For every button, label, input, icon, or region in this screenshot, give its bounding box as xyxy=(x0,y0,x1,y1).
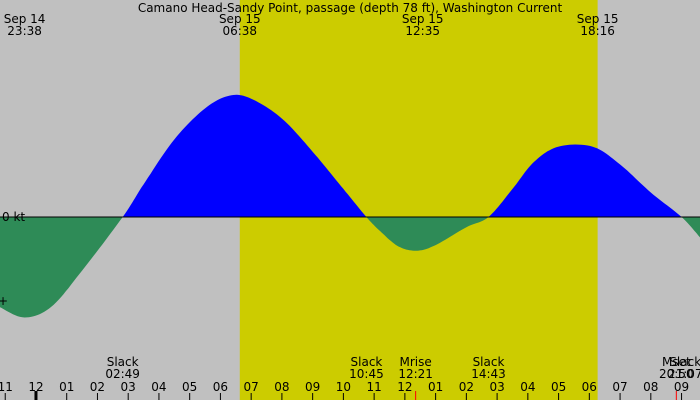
hour-tick-label: 06 xyxy=(582,380,597,394)
event-time: 02:49 xyxy=(105,367,140,381)
zero-label: 0 kt xyxy=(2,210,25,224)
hour-tick-label: 05 xyxy=(551,380,566,394)
top-time-label: 18:16 xyxy=(580,24,615,38)
hour-tick-label: 07 xyxy=(244,380,259,394)
hour-tick-label: 11 xyxy=(0,380,13,394)
event-label: Slack xyxy=(351,355,383,369)
top-date-label: Sep 14 xyxy=(4,12,46,26)
hour-tick-label: 06 xyxy=(213,380,228,394)
flood-area xyxy=(122,94,367,217)
hour-tick-label: 09 xyxy=(674,380,689,394)
ebb-area xyxy=(681,217,700,238)
top-date-label: Sep 15 xyxy=(402,12,444,26)
top-date-label: Sep 15 xyxy=(219,12,261,26)
event-time: 20:50 xyxy=(659,367,694,381)
hour-tick-label: 12 xyxy=(397,380,412,394)
top-time-label: 06:38 xyxy=(222,24,257,38)
hour-tick-label: 01 xyxy=(59,380,74,394)
hour-tick-label: 04 xyxy=(520,380,535,394)
flood-area xyxy=(488,144,682,217)
hour-tick-label: 05 xyxy=(182,380,197,394)
ebb-area xyxy=(366,217,489,251)
ebb-area xyxy=(0,217,123,318)
hour-tick-label: 03 xyxy=(121,380,136,394)
event-label: Slack xyxy=(473,355,505,369)
hour-tick-label: 02 xyxy=(459,380,474,394)
event-label: Slack xyxy=(669,355,700,369)
chart-title: Camano Head-Sandy Point, passage (depth … xyxy=(138,1,563,15)
top-time-label: 23:38 xyxy=(7,24,42,38)
event-time: 14:43 xyxy=(471,367,506,381)
hour-tick-label: 04 xyxy=(151,380,166,394)
hour-tick-label: 08 xyxy=(274,380,289,394)
hour-tick-label: 02 xyxy=(90,380,105,394)
hour-tick-label: 07 xyxy=(612,380,627,394)
hour-tick-label: 01 xyxy=(428,380,443,394)
hour-tick-label: 08 xyxy=(643,380,658,394)
lower-tick-label: + xyxy=(0,294,8,308)
hour-tick-label: 11 xyxy=(366,380,381,394)
event-label: Mrise xyxy=(400,355,432,369)
hour-tick-label: 03 xyxy=(489,380,504,394)
event-time: 12:21 xyxy=(398,367,433,381)
hour-tick-label: 09 xyxy=(305,380,320,394)
event-label: Mset xyxy=(662,355,691,369)
event-time: 21:07 xyxy=(668,367,700,381)
top-time-label: 12:35 xyxy=(405,24,440,38)
event-time: 10:45 xyxy=(349,367,384,381)
hour-tick-label: 10 xyxy=(336,380,351,394)
hour-tick-label: 12 xyxy=(28,380,43,394)
top-date-label: Sep 15 xyxy=(577,12,619,26)
event-label: Slack xyxy=(107,355,139,369)
